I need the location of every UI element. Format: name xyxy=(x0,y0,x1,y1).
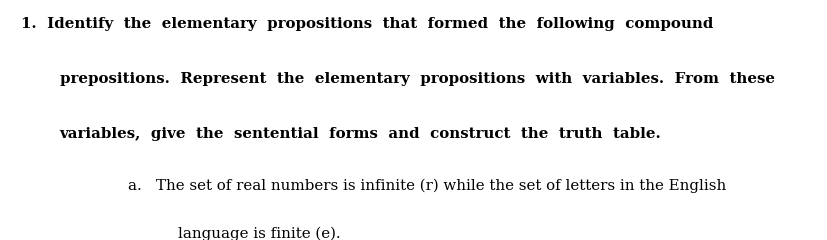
Text: variables,  give  the  sentential  forms  and  construct  the  truth  table.: variables, give the sentential forms and… xyxy=(60,127,662,141)
Text: 1.  Identify  the  elementary  propositions  that  formed  the  following  compo: 1. Identify the elementary propositions … xyxy=(21,17,713,31)
Text: prepositions.  Represent  the  elementary  propositions  with  variables.  From : prepositions. Represent the elementary p… xyxy=(60,72,775,86)
Text: a.   The set of real numbers is infinite (r) while the set of letters in the Eng: a. The set of real numbers is infinite (… xyxy=(128,179,726,193)
Text: language is finite (e).: language is finite (e). xyxy=(178,227,341,240)
